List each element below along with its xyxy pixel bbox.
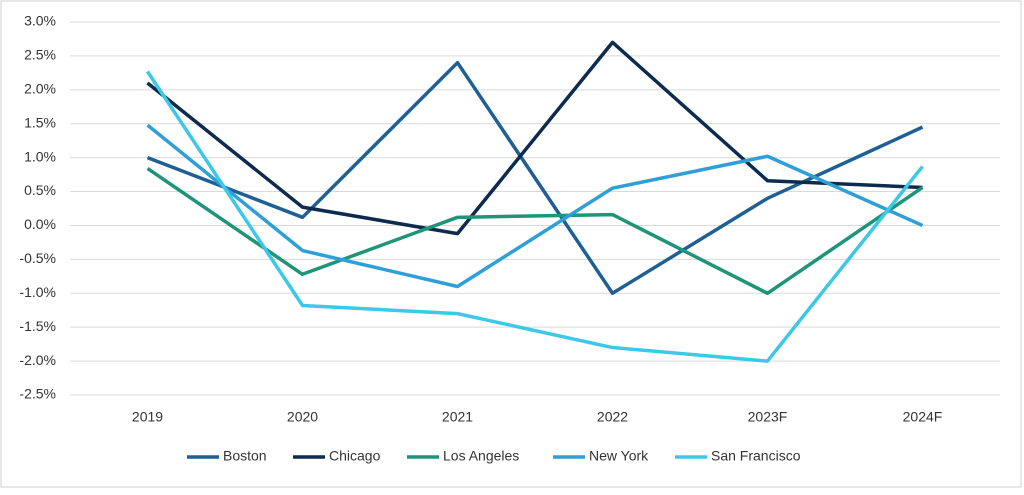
x-tick-label: 2021 — [442, 409, 473, 425]
y-tick-label: -2.5% — [19, 386, 56, 402]
x-tick-label: 2024F — [903, 409, 943, 425]
series-line — [146, 70, 924, 363]
x-tick-label: 2020 — [287, 409, 318, 425]
legend-label: New York — [589, 448, 649, 464]
y-tick-label: -1.0% — [19, 284, 56, 300]
y-tick-label: 3.0% — [24, 13, 56, 29]
x-tick-label: 2023F — [748, 409, 788, 425]
series-line — [146, 167, 924, 296]
y-tick-label: 0.5% — [24, 182, 56, 198]
y-tick-label: 0.0% — [24, 216, 56, 232]
legend-label: Boston — [223, 448, 267, 464]
x-tick-label: 2019 — [132, 409, 163, 425]
legend-label: Los Angeles — [443, 448, 519, 464]
legend-label: San Francisco — [711, 448, 801, 464]
y-tick-label: -2.0% — [19, 352, 56, 368]
y-tick-label: 2.0% — [24, 81, 56, 97]
series-line — [146, 123, 924, 289]
y-tick-label: -0.5% — [19, 250, 56, 266]
y-tick-label: 1.0% — [24, 148, 56, 164]
x-tick-label: 2022 — [597, 409, 628, 425]
legend-label: Chicago — [329, 448, 381, 464]
y-tick-label: 1.5% — [24, 114, 56, 130]
series-line — [146, 60, 924, 296]
y-tick-label: 2.5% — [24, 47, 56, 63]
y-tick-label: -1.5% — [19, 318, 56, 334]
series-line — [146, 40, 923, 236]
